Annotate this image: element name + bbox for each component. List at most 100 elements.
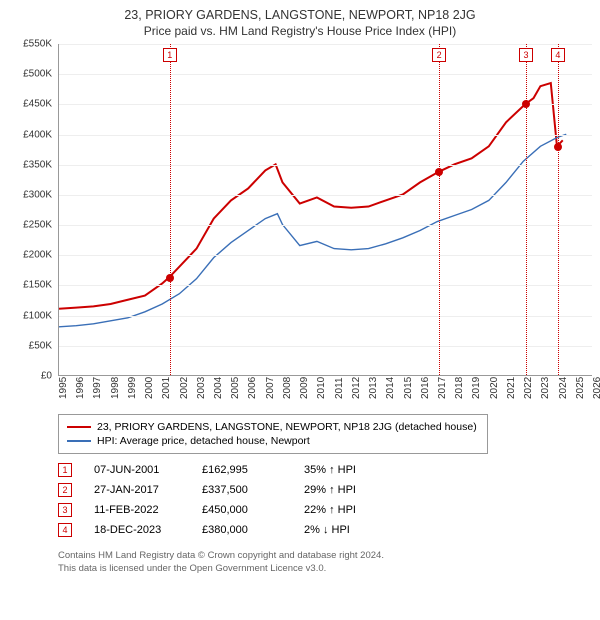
x-axis-label: 2009 bbox=[299, 377, 310, 399]
gridline-h bbox=[59, 104, 592, 105]
footer-line-1: Contains HM Land Registry data © Crown c… bbox=[58, 550, 592, 563]
marker-label: 1 bbox=[163, 48, 177, 62]
y-axis-label: £550K bbox=[8, 39, 52, 50]
y-axis-label: £250K bbox=[8, 220, 52, 231]
x-axis-label: 2022 bbox=[523, 377, 534, 399]
x-axis-label: 2005 bbox=[230, 377, 241, 399]
event-date: 11-FEB-2022 bbox=[94, 504, 180, 516]
legend: 23, PRIORY GARDENS, LANGSTONE, NEWPORT, … bbox=[58, 414, 488, 454]
event-date: 18-DEC-2023 bbox=[94, 524, 180, 536]
x-axis-label: 2013 bbox=[368, 377, 379, 399]
legend-swatch bbox=[67, 440, 91, 442]
legend-label: 23, PRIORY GARDENS, LANGSTONE, NEWPORT, … bbox=[97, 421, 477, 433]
x-axis-label: 2015 bbox=[403, 377, 414, 399]
gridline-h bbox=[59, 74, 592, 75]
event-row: 1 07-JUN-2001 £162,995 35% ↑ HPI bbox=[58, 460, 592, 480]
chart-subtitle: Price paid vs. HM Land Registry's House … bbox=[8, 24, 592, 38]
x-axis-label: 2002 bbox=[179, 377, 190, 399]
x-axis-label: 2008 bbox=[282, 377, 293, 399]
event-price: £380,000 bbox=[202, 524, 282, 536]
x-axis-label: 2006 bbox=[247, 377, 258, 399]
gridline-h bbox=[59, 165, 592, 166]
event-date: 07-JUN-2001 bbox=[94, 464, 180, 476]
event-price: £162,995 bbox=[202, 464, 282, 476]
x-axis-label: 1995 bbox=[58, 377, 69, 399]
y-axis-label: £400K bbox=[8, 129, 52, 140]
plot-area: 1 2 3 4 bbox=[58, 44, 592, 376]
sale-dot bbox=[166, 274, 174, 282]
y-axis-label: £500K bbox=[8, 69, 52, 80]
event-price: £337,500 bbox=[202, 484, 282, 496]
marker-label: 3 bbox=[519, 48, 533, 62]
x-axis-label: 1999 bbox=[127, 377, 138, 399]
event-marker-box: 1 bbox=[58, 463, 72, 477]
x-axis-label: 2007 bbox=[265, 377, 276, 399]
x-axis-label: 2018 bbox=[454, 377, 465, 399]
marker-vline bbox=[558, 44, 559, 375]
footer-attribution: Contains HM Land Registry data © Crown c… bbox=[58, 550, 592, 576]
x-axis-label: 2000 bbox=[144, 377, 155, 399]
event-row: 3 11-FEB-2022 £450,000 22% ↑ HPI bbox=[58, 500, 592, 520]
gridline-h bbox=[59, 135, 592, 136]
event-relative: 2% ↓ HPI bbox=[304, 524, 394, 536]
y-axis-label: £0 bbox=[8, 371, 52, 382]
marker-label: 2 bbox=[432, 48, 446, 62]
y-axis-label: £450K bbox=[8, 99, 52, 110]
x-axis-label: 2019 bbox=[471, 377, 482, 399]
x-axis-label: 2016 bbox=[420, 377, 431, 399]
event-relative: 22% ↑ HPI bbox=[304, 504, 394, 516]
event-relative: 29% ↑ HPI bbox=[304, 484, 394, 496]
x-axis-label: 2025 bbox=[575, 377, 586, 399]
legend-swatch bbox=[67, 426, 91, 428]
gridline-h bbox=[59, 285, 592, 286]
x-axis-label: 2001 bbox=[161, 377, 172, 399]
x-axis-label: 2014 bbox=[385, 377, 396, 399]
gridline-h bbox=[59, 255, 592, 256]
sale-dot bbox=[554, 143, 562, 151]
x-axis-label: 2011 bbox=[334, 377, 345, 399]
event-row: 2 27-JAN-2017 £337,500 29% ↑ HPI bbox=[58, 480, 592, 500]
gridline-h bbox=[59, 44, 592, 45]
x-axis-label: 2010 bbox=[316, 377, 327, 399]
event-marker-box: 2 bbox=[58, 483, 72, 497]
gridline-h bbox=[59, 225, 592, 226]
y-axis-label: £100K bbox=[8, 310, 52, 321]
y-axis-label: £350K bbox=[8, 159, 52, 170]
x-axis-label: 2004 bbox=[213, 377, 224, 399]
x-axis-label: 2021 bbox=[506, 377, 517, 399]
x-axis-label: 2024 bbox=[558, 377, 569, 399]
footer-line-2: This data is licensed under the Open Gov… bbox=[58, 563, 592, 576]
gridline-h bbox=[59, 316, 592, 317]
event-price: £450,000 bbox=[202, 504, 282, 516]
chart-container: 1 2 3 4 £0 £50K £100K £150K £200K £250K £300K £350… bbox=[8, 44, 592, 404]
marker-label: 4 bbox=[551, 48, 565, 62]
marker-vline bbox=[439, 44, 440, 375]
sale-dot bbox=[435, 168, 443, 176]
legend-row: 23, PRIORY GARDENS, LANGSTONE, NEWPORT, … bbox=[67, 420, 479, 434]
marker-vline bbox=[170, 44, 171, 375]
event-marker-box: 3 bbox=[58, 503, 72, 517]
gridline-h bbox=[59, 195, 592, 196]
x-axis-label: 2017 bbox=[437, 377, 448, 399]
y-axis-label: £50K bbox=[8, 340, 52, 351]
event-row: 4 18-DEC-2023 £380,000 2% ↓ HPI bbox=[58, 520, 592, 540]
x-axis-label: 2020 bbox=[489, 377, 500, 399]
chart-title: 23, PRIORY GARDENS, LANGSTONE, NEWPORT, … bbox=[8, 8, 592, 22]
x-axis-label: 2026 bbox=[592, 377, 600, 399]
sale-dot bbox=[522, 100, 530, 108]
event-relative: 35% ↑ HPI bbox=[304, 464, 394, 476]
marker-vline bbox=[526, 44, 527, 375]
event-date: 27-JAN-2017 bbox=[94, 484, 180, 496]
legend-label: HPI: Average price, detached house, Newp… bbox=[97, 435, 310, 447]
gridline-h bbox=[59, 346, 592, 347]
x-axis-label: 2023 bbox=[540, 377, 551, 399]
x-axis-label: 2012 bbox=[351, 377, 362, 399]
line-series-svg bbox=[59, 44, 592, 375]
y-axis-label: £150K bbox=[8, 280, 52, 291]
events-table: 1 07-JUN-2001 £162,995 35% ↑ HPI 2 27-JAN-201… bbox=[58, 460, 592, 540]
series-property bbox=[59, 83, 563, 309]
y-axis-label: £200K bbox=[8, 250, 52, 261]
x-axis-label: 1996 bbox=[75, 377, 86, 399]
y-axis-label: £300K bbox=[8, 189, 52, 200]
event-marker-box: 4 bbox=[58, 523, 72, 537]
